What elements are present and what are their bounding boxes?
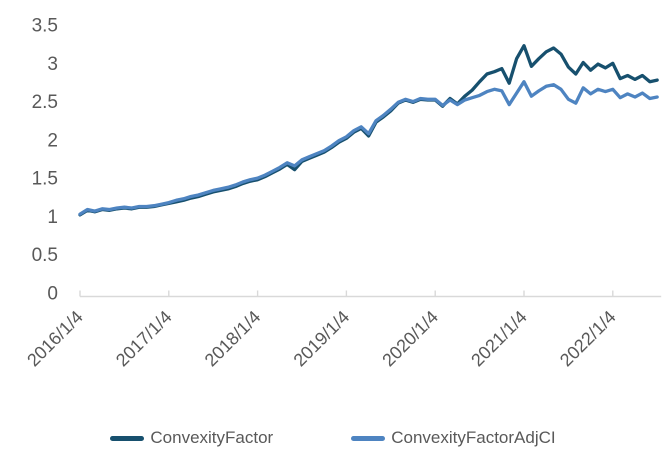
x-axis-tick-label: 2018/1/4 <box>201 307 265 371</box>
y-axis-tick-label: 3 <box>47 54 58 75</box>
legend: ConvexityFactor ConvexityFactorAdjCI <box>0 423 666 453</box>
legend-item-convexityfactoradjci: ConvexityFactorAdjCI <box>351 428 556 448</box>
legend-line-swatch-light <box>351 435 386 441</box>
x-axis-tick-label: 2019/1/4 <box>290 307 354 371</box>
legend-item-convexityfactor: ConvexityFactor <box>110 428 273 448</box>
y-axis-tick-label: 1 <box>47 207 58 228</box>
y-axis-labels: 0 0.5 1 1.5 2 2.5 3 3.5 <box>32 16 58 305</box>
x-axis: 2016/1/4 2017/1/4 2018/1/4 2019/1/4 2020/1/4… <box>23 290 662 371</box>
series-line-convexityfactoradjci <box>78 80 659 216</box>
series-lines <box>78 44 659 217</box>
legend-label-convexityfactor: ConvexityFactor <box>150 428 274 447</box>
y-axis-tick-label: 3.5 <box>32 16 58 37</box>
y-axis-tick-label: 0.5 <box>32 245 58 266</box>
plot-canvas: 2016/1/4 2017/1/4 2018/1/4 2019/1/4 2020/1/4… <box>23 16 662 371</box>
series-line-convexityfactor <box>78 44 659 217</box>
y-axis-tick-label: 2 <box>47 130 58 151</box>
legend-line-swatch-dark <box>110 435 145 441</box>
y-axis-tick-label: 0 <box>47 284 58 305</box>
x-axis-tick-label: 2017/1/4 <box>112 307 176 371</box>
x-axis-tick-label: 2016/1/4 <box>23 307 87 371</box>
x-axis-tick-label: 2020/1/4 <box>378 307 442 371</box>
y-axis-tick-label: 2.5 <box>32 92 58 113</box>
x-axis-tick-label: 2021/1/4 <box>467 307 531 371</box>
x-axis-tick-label: 2022/1/4 <box>556 307 620 371</box>
y-axis-tick-label: 1.5 <box>32 169 58 190</box>
legend-label-convexityfactoradjci: ConvexityFactorAdjCI <box>391 428 556 447</box>
